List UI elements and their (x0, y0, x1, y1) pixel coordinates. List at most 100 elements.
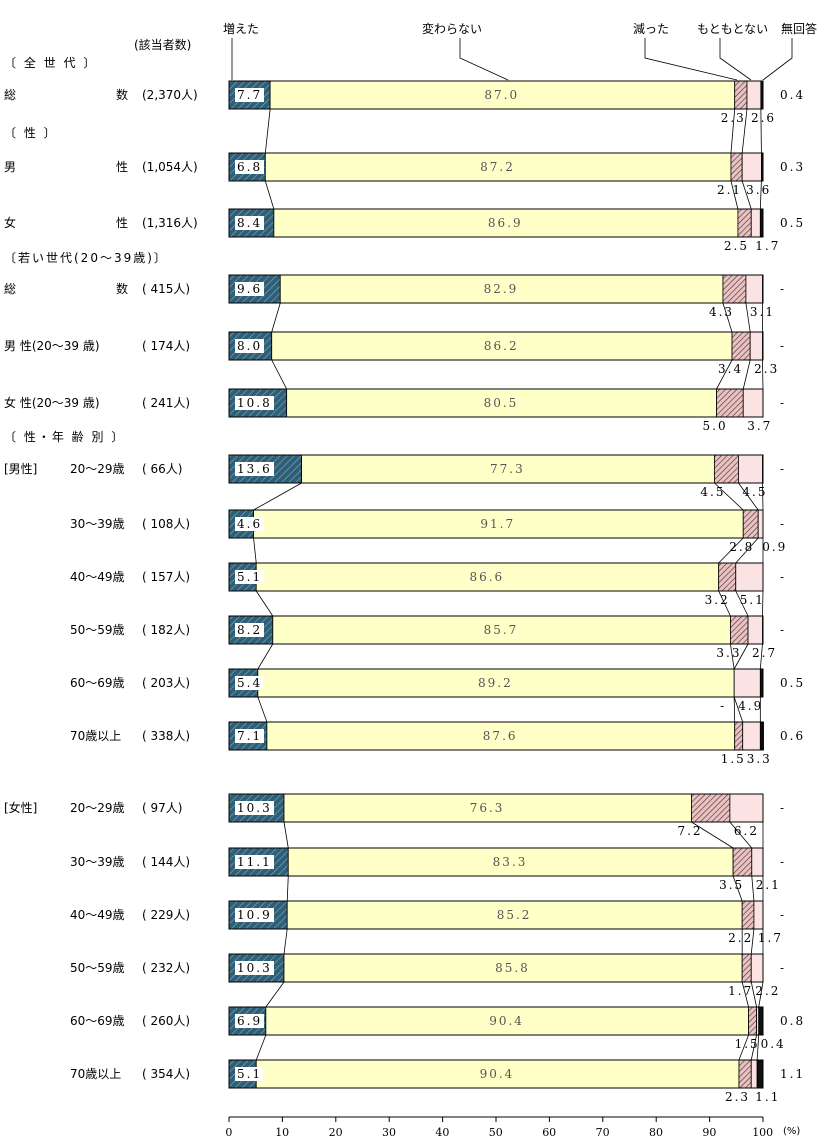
value-label-12-0: 10.3 (235, 801, 274, 815)
value-label-11-2: 1.5 (720, 752, 746, 766)
value-label-15-1: 85.8 (495, 961, 530, 975)
x-tick-label-4: 40 (435, 1126, 450, 1139)
value-label-15-3: 2.2 (755, 984, 781, 998)
connector-10-2 (733, 696, 744, 723)
bar-0-series-3 (746, 80, 762, 110)
value-label-1-4: 0.3 (780, 160, 806, 174)
bar-10-series-3 (733, 668, 761, 698)
value-label-1-1: 87.2 (480, 160, 515, 174)
section-label-1: 〔 性 〕 (4, 126, 58, 140)
row-label-7: 30〜39歳 (70, 517, 125, 531)
bar-4-series-2 (731, 331, 751, 361)
value-label-1-0: 6.8 (235, 160, 265, 174)
section-label-2: 〔若い世代(20〜39歳)〕 (4, 251, 168, 265)
bar-frame-5 (228, 388, 764, 418)
value-label-6-1: 77.3 (490, 462, 525, 476)
value-label-15-0: 10.3 (235, 961, 274, 975)
bar-5-series-3 (742, 388, 764, 418)
connector-15-2 (750, 981, 757, 1008)
value-label-5-2: 5.0 (702, 419, 728, 433)
value-label-8-2: 3.2 (704, 593, 730, 607)
value-label-3-3: 3.1 (749, 305, 775, 319)
row-count-0: (2,370人) (142, 88, 198, 102)
connector-3-1 (722, 302, 733, 333)
bar-6-series-1 (301, 454, 715, 484)
bar-11-series-2 (734, 721, 744, 751)
connector-13-2 (751, 875, 755, 902)
bar-17-series-4 (756, 1059, 764, 1089)
value-label-4-0: 8.0 (235, 339, 265, 353)
value-label-9-0: 8.2 (235, 623, 265, 637)
value-label-6-2: 4.5 (700, 485, 726, 499)
value-label-13-0: 11.1 (235, 855, 274, 869)
value-label-16-4: 0.8 (780, 1014, 806, 1028)
bar-frame-2 (228, 208, 764, 238)
row-count-8: ( 157人) (142, 570, 191, 584)
connector-6-3 (762, 482, 764, 511)
connector-0-2 (741, 108, 748, 154)
connector-4-0 (271, 359, 288, 390)
row-label-right-1: 性 (116, 160, 129, 174)
connector-10-1 (733, 696, 736, 723)
row-count-10: ( 203人) (142, 676, 191, 690)
connector-16-0 (255, 1034, 267, 1061)
connector-12-2 (729, 821, 753, 849)
connector-9-1 (730, 643, 735, 670)
value-label-16-1: 90.4 (489, 1014, 524, 1028)
connector-9-3 (759, 643, 763, 670)
legend-label-4: 無回答 (781, 22, 818, 36)
row-label-10: 60〜69歳 (70, 676, 125, 690)
connector-8-1 (718, 590, 731, 617)
row-label-4: 男 性(20〜39 歳) (4, 339, 100, 353)
value-label-3-1: 82.9 (483, 282, 519, 296)
value-label-5-1: 80.5 (483, 396, 519, 410)
row-count-5: ( 241人) (142, 396, 191, 410)
connector-4-1 (716, 359, 733, 390)
bar-frame-13 (228, 847, 764, 877)
connector-12-0 (283, 821, 289, 849)
row-label-11: 70歳以上 (70, 729, 122, 743)
row-label-8: 40〜49歳 (70, 570, 125, 584)
row-count-15: ( 232人) (142, 961, 191, 975)
x-tick-label-7: 70 (595, 1126, 610, 1139)
value-label-4-2: 3.4 (718, 362, 744, 376)
bar-0-series-2 (734, 80, 748, 110)
bar-frame-15 (228, 953, 764, 983)
bar-8-series-2 (718, 562, 737, 592)
connector-7-1 (718, 537, 744, 564)
value-label-14-0: 10.9 (235, 908, 274, 922)
bar-1-series-2 (730, 152, 743, 182)
value-label-0-0: 7.7 (235, 88, 265, 102)
bar-2-series-1 (273, 208, 739, 238)
bar-14-series-2 (741, 900, 755, 930)
bar-frame-0 (228, 80, 764, 110)
connector-4-3 (762, 359, 764, 390)
value-label-13-2: 3.5 (719, 878, 745, 892)
bar-17-series-3 (750, 1059, 758, 1089)
row-label-16: 60〜69歳 (70, 1014, 125, 1028)
value-label-16-2: 1.5 (734, 1037, 760, 1051)
value-label-6-3: 4.5 (742, 485, 768, 499)
bar-5-series-2 (716, 388, 744, 418)
value-label-10-3: 4.9 (738, 699, 764, 713)
connector-1-3 (759, 180, 762, 210)
bar-frame-8 (228, 562, 764, 592)
row-count-2: (1,316人) (142, 216, 198, 230)
value-label-12-4: - (780, 801, 787, 815)
bar-11-series-3 (742, 721, 761, 751)
x-tick-label-5: 50 (488, 1126, 503, 1139)
row-label-1: 男 (4, 160, 17, 174)
value-label-4-4: - (780, 339, 787, 353)
value-label-13-1: 83.3 (492, 855, 528, 869)
value-label-12-1: 76.3 (469, 801, 505, 815)
row-count-1: (1,054人) (142, 160, 198, 174)
row-group-12: [女性] (4, 801, 38, 815)
value-label-3-2: 4.3 (708, 305, 735, 319)
bar-13-series-2 (732, 847, 753, 877)
x-tick-label-9: 90 (702, 1126, 717, 1139)
bar-4-series-3 (749, 331, 763, 361)
connector-4-2 (742, 359, 751, 390)
value-label-8-4: - (780, 570, 787, 584)
value-label-2-3: 1.7 (755, 239, 781, 253)
